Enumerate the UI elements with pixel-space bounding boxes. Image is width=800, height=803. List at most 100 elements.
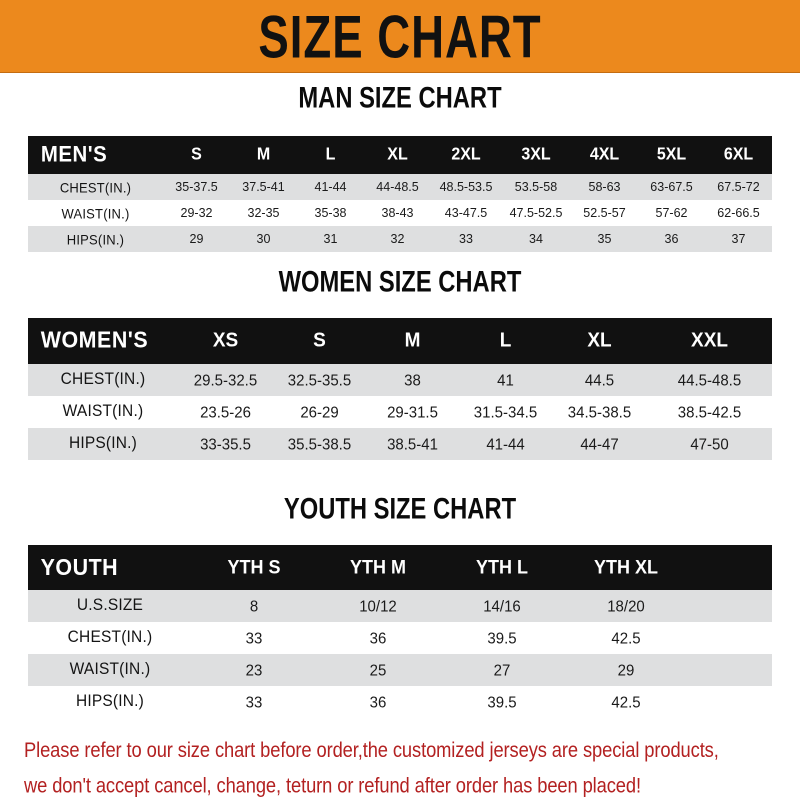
- order-notice-line-1: Please refer to our size chart before or…: [24, 737, 719, 762]
- man-cell: 29-32: [180, 205, 213, 221]
- youth-size-table: YOUTH YTH S YTH M YTH L YTH XL U.S.SIZE …: [28, 545, 772, 718]
- man-size-table: MEN'S S M L XL 2XL 3XL 4XL 5XL 6XL CHEST…: [28, 136, 772, 252]
- women-col-header: XL: [587, 329, 612, 352]
- man-cell: 52.5-57: [583, 205, 626, 221]
- youth-cell: 33: [245, 628, 263, 648]
- women-cell: 29.5-32.5: [193, 370, 258, 390]
- man-cell: 37.5-41: [242, 179, 285, 195]
- table-row: CHEST(IN.) 29.5-32.5 32.5-35.5 38 41 44.…: [28, 364, 772, 396]
- table-row: U.S.SIZE 8 10/12 14/16 18/20: [28, 590, 772, 622]
- man-col-header: 3XL: [521, 145, 551, 164]
- man-cell: 33: [459, 231, 473, 247]
- table-row: HIPS(IN.) 33 36 39.5 42.5: [28, 686, 772, 718]
- man-cell: 53.5-58: [514, 179, 558, 195]
- women-header-row: WOMEN'S XS S M L XL XXL: [28, 318, 772, 364]
- table-row: HIPS(IN.) 29 30 31 32 33 34 35 36 37: [28, 226, 772, 252]
- youth-table-body: U.S.SIZE 8 10/12 14/16 18/20 CHEST(IN.) …: [28, 590, 772, 718]
- women-cell: 31.5-34.5: [473, 402, 538, 422]
- youth-row-label: U.S.SIZE: [76, 596, 144, 615]
- youth-row-label: HIPS(IN.): [75, 692, 145, 711]
- women-cell: 23.5-26: [200, 402, 251, 422]
- man-cell: 48.5-53.5: [439, 179, 493, 195]
- man-table-body: CHEST(IN.) 35-37.5 37.5-41 41-44 44-48.5…: [28, 174, 772, 252]
- man-cell: 41-44: [314, 179, 347, 195]
- women-col-header: XXL: [691, 329, 728, 352]
- man-col-header: M: [256, 145, 271, 164]
- man-cell: 67.5-72: [717, 179, 760, 195]
- youth-col-header: YTH S: [227, 556, 281, 578]
- order-notice: Please refer to our size chart before or…: [24, 732, 772, 803]
- table-row: WAIST(IN.) 29-32 32-35 35-38 38-43 43-47…: [28, 200, 772, 226]
- youth-cell: 42.5: [611, 628, 641, 648]
- women-table-head: WOMEN'S XS S M L XL XXL: [28, 318, 772, 364]
- man-cell: 36: [664, 231, 679, 247]
- youth-row-label: WAIST(IN.): [69, 660, 151, 679]
- women-row-label: WAIST(IN.): [62, 402, 144, 421]
- women-cell: 34.5-38.5: [567, 402, 632, 422]
- man-cell: 35: [597, 231, 612, 247]
- women-cell: 41-44: [486, 434, 525, 454]
- women-cell: 33-35.5: [200, 434, 251, 454]
- women-col-header: S: [313, 329, 326, 352]
- man-corner-label: MEN'S: [40, 142, 108, 167]
- youth-cell-spacer: [688, 621, 772, 655]
- youth-cell: 36: [369, 692, 387, 712]
- table-row: HIPS(IN.) 33-35.5 35.5-38.5 38.5-41 41-4…: [28, 428, 772, 460]
- man-cell: 63-67.5: [650, 179, 693, 195]
- youth-cell-spacer: [688, 685, 772, 719]
- women-size-table: WOMEN'S XS S M L XL XXL CHEST(IN.) 29.5-…: [28, 318, 772, 460]
- women-cell: 38.5-41: [387, 434, 438, 454]
- man-cell: 57-62: [655, 205, 688, 221]
- women-col-header: M: [404, 329, 421, 352]
- order-notice-line-2: we don't accept cancel, change, teturn o…: [24, 773, 641, 797]
- youth-col-header: YTH M: [350, 556, 406, 578]
- man-cell: 30: [256, 231, 271, 247]
- women-cell: 38.5-42.5: [677, 402, 742, 422]
- man-cell: 34: [529, 231, 543, 247]
- youth-header-row: YOUTH YTH S YTH M YTH L YTH XL: [28, 545, 772, 590]
- man-cell: 32: [390, 231, 405, 247]
- youth-cell: 36: [369, 628, 387, 648]
- women-section-title: WOMEN SIZE CHART: [278, 265, 522, 299]
- youth-cell: 14/16: [483, 596, 521, 616]
- women-cell: 44-47: [580, 434, 619, 454]
- man-section-title: MAN SIZE CHART: [298, 81, 502, 115]
- man-row-label: WAIST(IN.): [61, 205, 130, 221]
- youth-row-label: CHEST(IN.): [67, 628, 153, 647]
- youth-cell: 39.5: [487, 692, 517, 712]
- youth-cell: 39.5: [487, 628, 517, 648]
- man-cell: 37: [731, 231, 746, 247]
- youth-cell: 42.5: [611, 692, 641, 712]
- youth-cell: 10/12: [359, 596, 397, 616]
- man-cell: 43-47.5: [444, 205, 488, 221]
- man-col-header: 5XL: [656, 145, 687, 164]
- man-header-row: MEN'S S M L XL 2XL 3XL 4XL 5XL 6XL: [28, 136, 772, 174]
- women-cell: 35.5-38.5: [287, 434, 352, 454]
- women-cell: 47-50: [690, 434, 729, 454]
- man-cell: 31: [323, 231, 338, 247]
- women-cell: 44.5: [584, 370, 615, 390]
- youth-section-title: YOUTH SIZE CHART: [283, 492, 517, 526]
- women-cell: 44.5-48.5: [677, 370, 742, 390]
- man-cell: 32-35: [247, 205, 280, 221]
- women-cell: 38: [404, 370, 421, 390]
- table-row: WAIST(IN.) 23.5-26 26-29 29-31.5 31.5-34…: [28, 396, 772, 428]
- youth-cell: 23: [245, 660, 263, 680]
- women-col-header: XS: [212, 329, 239, 352]
- women-row-label: HIPS(IN.): [68, 434, 138, 453]
- man-row-label: CHEST(IN.): [59, 179, 132, 195]
- banner: SIZE CHART: [0, 0, 800, 73]
- table-row: CHEST(IN.) 33 36 39.5 42.5: [28, 622, 772, 654]
- women-table-body: CHEST(IN.) 29.5-32.5 32.5-35.5 38 41 44.…: [28, 364, 772, 460]
- women-row-label: CHEST(IN.): [60, 370, 146, 389]
- youth-cell: 27: [493, 660, 511, 680]
- table-row: CHEST(IN.) 35-37.5 37.5-41 41-44 44-48.5…: [28, 174, 772, 200]
- man-cell: 38-43: [381, 205, 414, 221]
- women-col-header: L: [499, 329, 512, 352]
- women-cell: 26-29: [300, 402, 339, 422]
- man-col-header: 2XL: [451, 145, 481, 164]
- youth-corner-label: YOUTH: [40, 554, 119, 580]
- man-cell: 29: [189, 231, 204, 247]
- man-cell: 44-48.5: [376, 179, 419, 195]
- youth-table-head: YOUTH YTH S YTH M YTH L YTH XL: [28, 545, 772, 590]
